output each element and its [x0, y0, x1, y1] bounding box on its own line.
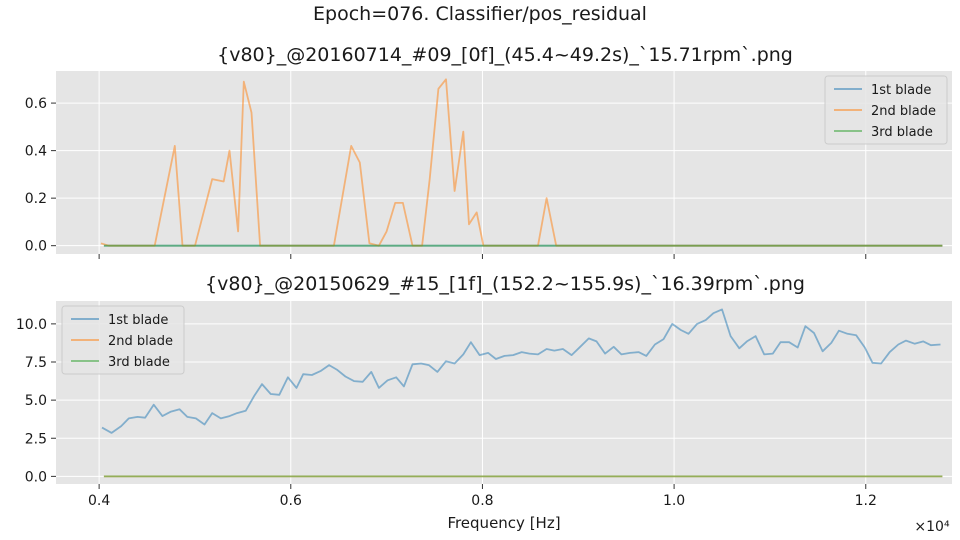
axes: 0.0 0.2 0.4 0.6: [25, 96, 867, 259]
figure-title: Epoch=076. Classifier/pos_residual: [313, 3, 647, 25]
legend-box: [61, 305, 185, 375]
legend-label: 1st blade: [871, 83, 931, 98]
chart-title: {v80}_@20150629_#15_[1f]_(152.2~155.9s)_…: [205, 273, 805, 295]
y-tick-label: 0.2: [25, 191, 47, 207]
legend: 1st blade 2nd blade 3rd blade: [61, 305, 185, 375]
y-tick-label: 2.5: [25, 431, 47, 447]
x-tick-label: 1.2: [855, 493, 877, 509]
plot-area: [56, 301, 952, 484]
x-axis-offset-label: ×10⁴: [914, 519, 950, 535]
x-tick-label: 0.8: [471, 493, 493, 509]
x-tick-label: 0.6: [280, 493, 302, 509]
y-tick-label: 0.6: [25, 96, 47, 112]
chart-panel-bottom: {v80}_@20150629_#15_[1f]_(152.2~155.9s)_…: [16, 273, 952, 532]
x-tick-label: 0.4: [88, 493, 110, 509]
x-axis-label: Frequency [Hz]: [447, 514, 560, 532]
legend-box: [824, 75, 948, 145]
x-tick-label: 1.0: [663, 493, 685, 509]
y-tick-label: 5.0: [25, 393, 47, 409]
series-line-1st-blade: [101, 308, 941, 434]
chart-panel-top: {v80}_@20160714_#09_[0f]_(45.4~49.2s)_`1…: [25, 44, 952, 259]
series-lines: [101, 308, 943, 478]
y-tick-label: 7.5: [25, 355, 47, 371]
plot-area: [56, 71, 952, 254]
legend-label: 2nd blade: [871, 104, 936, 119]
y-tick-label: 0.0: [25, 239, 47, 255]
y-tick-label: 0.0: [25, 469, 47, 485]
legend: 1st blade 2nd blade 3rd blade: [824, 75, 948, 145]
legend-label: 1st blade: [108, 313, 168, 328]
legend-label: 3rd blade: [871, 125, 933, 140]
series-lines: [100, 78, 943, 247]
legend-label: 3rd blade: [108, 355, 170, 370]
y-tick-label: 0.4: [25, 144, 47, 160]
y-tick-label: 10.0: [16, 317, 47, 333]
axes: 0.4 0.6 0.8 1.0 1.2 0.0 2.5 5.0 7.5 10.0: [16, 317, 877, 509]
legend-label: 2nd blade: [108, 334, 173, 349]
chart-title: {v80}_@20160714_#09_[0f]_(45.4~49.2s)_`1…: [217, 44, 793, 66]
